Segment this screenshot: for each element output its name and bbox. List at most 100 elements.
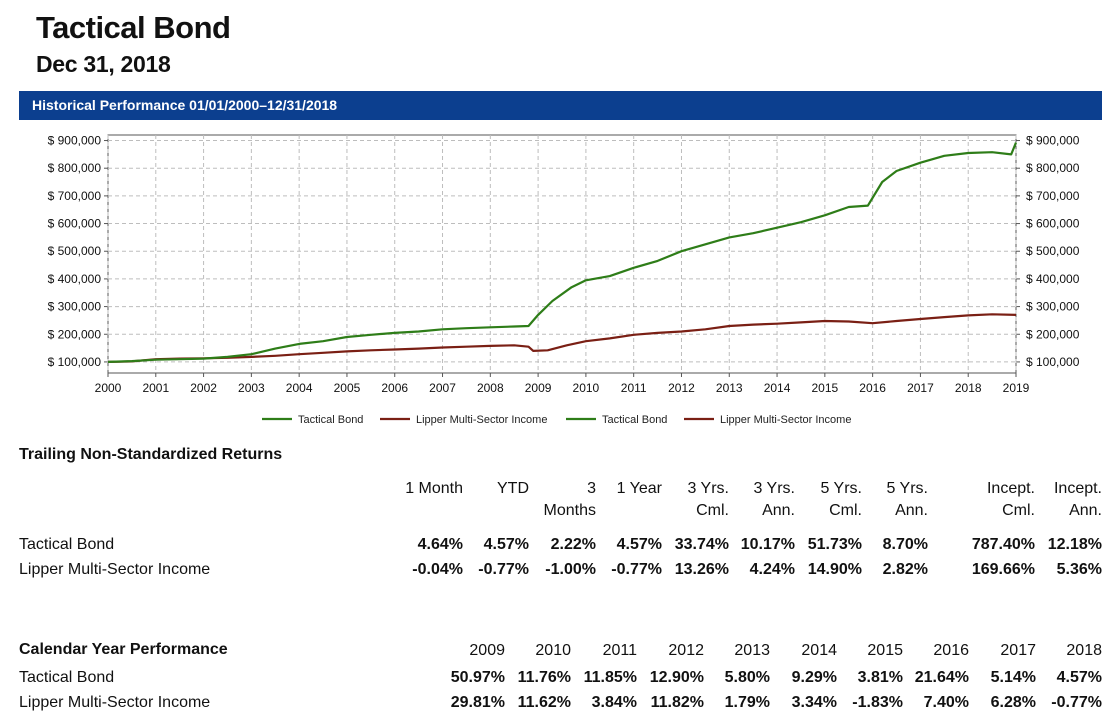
- plot-frame: [107, 134, 1017, 374]
- table-cell: 51.73%: [807, 536, 862, 553]
- y-tick-label-right: $ 600,000: [1026, 217, 1080, 231]
- table-cell: -0.77%: [478, 561, 529, 578]
- year-header: 2013: [734, 642, 770, 659]
- table-cell: 5.14%: [990, 669, 1036, 686]
- column-header-line: 1 Year: [616, 480, 662, 497]
- table-cell: 8.70%: [882, 536, 928, 553]
- table-cell: 3.81%: [857, 669, 903, 686]
- column-header: 5 Yrs. Cml.: [772, 478, 863, 522]
- column-header: YTD: [439, 478, 529, 522]
- y-tick-label: $ 800,000: [48, 161, 102, 175]
- table-cell: -1.83%: [852, 694, 903, 711]
- year-header: 2015: [867, 642, 903, 659]
- y-tick-label-right: $ 400,000: [1026, 272, 1080, 286]
- legend-label: Lipper Multi-Sector Income: [720, 414, 851, 426]
- x-tick-label: 2009: [525, 381, 552, 395]
- column-header-line: 5 Yrs.: [820, 480, 863, 497]
- x-tick-label: 2006: [381, 381, 408, 395]
- y-tick-label: $ 500,000: [48, 244, 102, 258]
- row-label: Tactical Bond: [19, 669, 115, 686]
- x-tick-label: 2016: [859, 381, 886, 395]
- year-header: 2012: [668, 642, 704, 659]
- table-cell: 11.62%: [517, 694, 571, 711]
- table-cell: 5.36%: [1056, 561, 1102, 578]
- trailing-returns-title: Trailing Non-Standardized Returns: [19, 446, 283, 463]
- x-tick-label: 2001: [142, 381, 169, 395]
- x-tick-label: 2015: [811, 381, 838, 395]
- table-cell: 2.22%: [550, 536, 596, 553]
- table-cell: 3.34%: [791, 694, 837, 711]
- row-label: Tactical Bond: [19, 536, 115, 553]
- series-line-tactical-bond: [107, 142, 1018, 363]
- x-tick-label: 2018: [955, 381, 982, 395]
- y-tick-label: $ 400,000: [48, 272, 102, 286]
- x-tick-label: 2007: [429, 381, 456, 395]
- year-header: 2009: [469, 642, 505, 659]
- table-cell: 5.80%: [724, 669, 770, 686]
- legend-label: Lipper Multi-Sector Income: [416, 414, 547, 426]
- series-line-lipper: [107, 313, 1017, 363]
- column-header: 1 Year: [572, 478, 662, 522]
- x-tick-label: 2017: [907, 381, 934, 395]
- column-header-line: 3 Yrs.: [753, 480, 796, 497]
- report-date: Dec 31, 2018: [36, 51, 171, 77]
- table-cell: 169.66%: [971, 561, 1035, 578]
- table-cell: 33.74%: [674, 536, 729, 553]
- table-cell: -0.77%: [1051, 694, 1102, 711]
- table-cell: 29.81%: [450, 694, 505, 711]
- x-tick-label: 2000: [95, 381, 122, 395]
- y-tick-label: $ 900,000: [48, 134, 102, 148]
- table-cell: 11.82%: [650, 694, 704, 711]
- calendar-performance-title: Calendar Year Performance: [19, 641, 228, 658]
- column-header-line: Ann.: [1069, 502, 1102, 519]
- x-tick-label: 2005: [334, 381, 361, 395]
- row-label: Lipper Multi-Sector Income: [19, 561, 211, 578]
- table-cell: 4.57%: [616, 536, 662, 553]
- table-cell: 21.64%: [914, 669, 969, 686]
- column-header-line: 1 Month: [405, 480, 463, 497]
- column-header: 3 Yrs. Ann.: [705, 478, 796, 522]
- x-tick-label: 2011: [621, 381, 647, 395]
- column-header: 3 Yrs. Cml.: [639, 478, 730, 522]
- table-cell: 4.24%: [749, 561, 795, 578]
- year-header: 2017: [1000, 642, 1036, 659]
- column-header-line: Ann.: [762, 502, 795, 519]
- table-cell: 7.40%: [923, 694, 969, 711]
- y-tick-label-right: $ 300,000: [1026, 300, 1080, 314]
- table-cell: 11.76%: [517, 669, 571, 686]
- table-cell: 4.64%: [417, 536, 463, 553]
- column-header-line: Cml.: [696, 502, 729, 519]
- year-header: 2014: [801, 642, 837, 659]
- column-header-line: Incept.: [986, 480, 1035, 497]
- column-header-line: Cml.: [1002, 502, 1035, 519]
- table-cell: -0.04%: [412, 561, 463, 578]
- column-header: 1 Month: [373, 478, 463, 522]
- y-tick-label: $ 300,000: [48, 300, 102, 314]
- column-header-line: 3 Yrs.: [687, 480, 730, 497]
- y-tick-label-right: $ 800,000: [1026, 161, 1080, 175]
- column-header: Incept. Cml.: [945, 478, 1035, 522]
- table-cell: 3.84%: [591, 694, 637, 711]
- table-cell: 6.28%: [990, 694, 1036, 711]
- column-header-line: Incept.: [1053, 480, 1102, 497]
- table-cell: 10.17%: [740, 536, 795, 553]
- y-tick-label: $ 700,000: [48, 189, 102, 203]
- column-header: 3 Months: [506, 478, 596, 522]
- table-cell: 12.90%: [649, 669, 704, 686]
- year-header: 2016: [933, 642, 969, 659]
- y-tick-label-right: $ 100,000: [1026, 355, 1080, 369]
- chart-banner: Historical Performance 01/01/2000–12/31/…: [19, 91, 1102, 120]
- x-tick-label: 2003: [238, 381, 265, 395]
- column-header-line: Ann.: [895, 502, 928, 519]
- table-cell: 11.85%: [583, 669, 637, 686]
- table-cell: -1.00%: [545, 561, 596, 578]
- table-cell: 4.57%: [483, 536, 529, 553]
- column-header-line: YTD: [497, 480, 529, 497]
- table-cell: 4.57%: [1056, 669, 1102, 686]
- table-cell: -0.77%: [611, 561, 662, 578]
- x-tick-label: 2012: [668, 381, 695, 395]
- y-tick-label-right: $ 500,000: [1026, 244, 1080, 258]
- column-header: 5 Yrs. Ann.: [838, 478, 929, 522]
- x-tick-label: 2010: [573, 381, 600, 395]
- x-tick-label: 2014: [764, 381, 791, 395]
